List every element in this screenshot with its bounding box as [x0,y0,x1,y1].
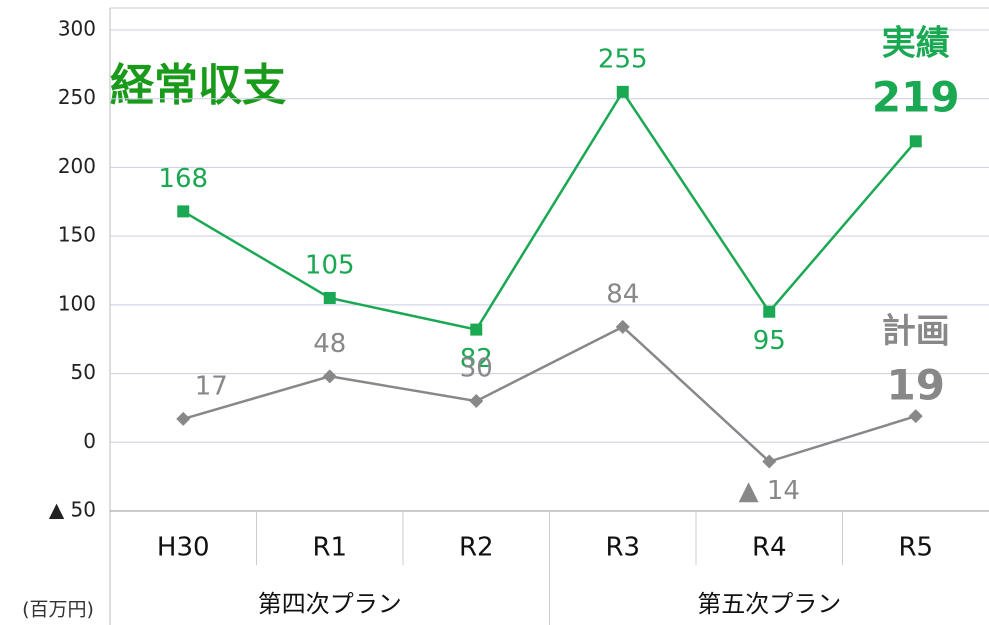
x-tick-label: R3 [605,533,640,563]
unit-label: (百万円) [22,599,94,621]
data-label: 48 [313,329,346,359]
data-label: 168 [158,164,208,194]
data-label: 255 [598,44,648,74]
y-tick-label: 150 [58,223,96,247]
marker [908,409,923,424]
y-tick-label: 300 [58,17,96,41]
marker [470,323,483,336]
series-line [182,325,917,463]
x-tick-label: H30 [157,533,210,563]
marker [616,85,629,98]
data-label: 30 [460,354,493,384]
legend-label: 実績 [882,24,950,64]
data-label: 84 [606,279,639,309]
group-label: 第五次プラン [697,590,841,618]
marker [762,454,777,469]
marker [322,369,337,384]
marker [909,135,922,148]
data-label: 17 [195,371,228,401]
y-tick-label: 0 [83,429,96,453]
y-tick-label: 250 [58,85,96,109]
data-label: 105 [305,250,355,280]
marker [323,291,336,304]
marker [615,319,630,334]
x-tick-label: R2 [459,533,494,563]
series-line [182,89,917,332]
chart-title: 経常収支 [110,60,286,111]
marker [763,305,776,318]
marker [176,411,191,426]
x-tick-label: R5 [898,533,933,563]
legend-label: 計画 [882,312,950,352]
data-label: 82 [460,344,493,374]
end-value-label: 19 [887,361,945,410]
y-tick-label: ▲ 50 [49,498,96,522]
data-label: ▲ 14 [739,476,800,506]
y-tick-label: 200 [58,154,96,178]
group-label: 第四次プラン [258,590,402,618]
marker [469,394,484,409]
end-value-label: 219 [872,73,960,122]
y-tick-label: 50 [71,360,96,384]
data-label: 95 [753,326,786,356]
y-tick-label: 100 [58,291,96,315]
x-tick-label: R1 [312,533,347,563]
x-tick-label: R4 [752,533,787,563]
marker [177,205,190,218]
